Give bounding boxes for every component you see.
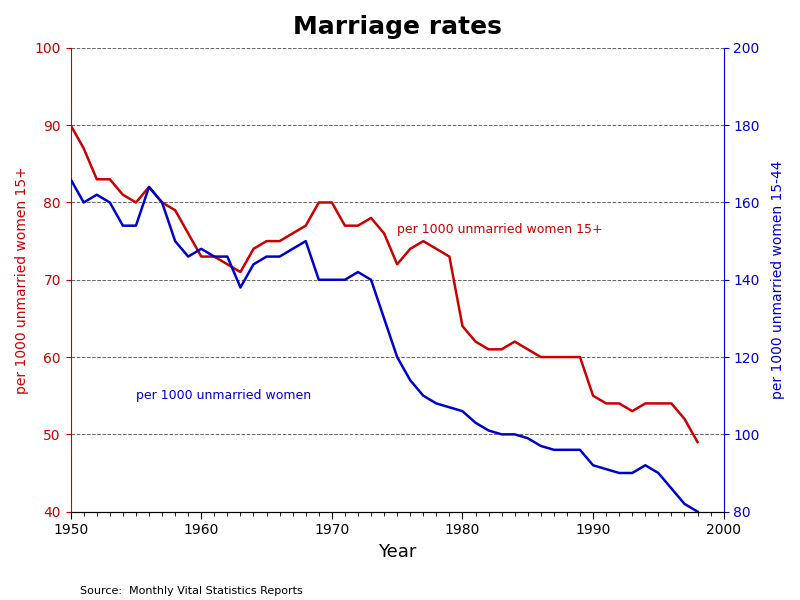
Title: Marriage rates: Marriage rates (293, 15, 502, 39)
Text: Source:  Monthly Vital Statistics Reports: Source: Monthly Vital Statistics Reports (80, 586, 302, 596)
Y-axis label: per 1000 unmarried women 15+: per 1000 unmarried women 15+ (15, 166, 29, 394)
Text: per 1000 unmarried women 15+: per 1000 unmarried women 15+ (397, 223, 602, 236)
Y-axis label: per 1000 unmarried women 15-44: per 1000 unmarried women 15-44 (771, 161, 785, 399)
Text: per 1000 unmarried women: per 1000 unmarried women (136, 389, 311, 402)
X-axis label: Year: Year (378, 543, 416, 561)
